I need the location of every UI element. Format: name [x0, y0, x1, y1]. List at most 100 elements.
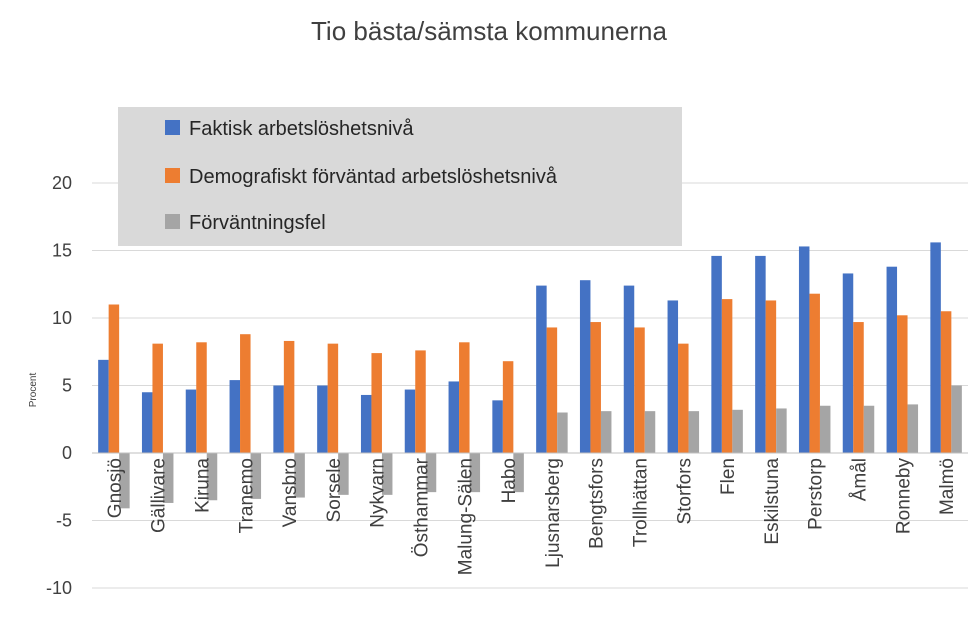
bar-3 — [338, 453, 349, 495]
category-label: Habo — [499, 458, 520, 503]
y-tick-label: 20 — [52, 173, 72, 193]
bar-1 — [448, 381, 460, 453]
bar-1 — [623, 285, 635, 453]
category-label: Gällivare — [149, 458, 170, 533]
bar-3 — [644, 411, 656, 453]
legend-label: Faktisk arbetslöshetsnivå — [189, 118, 414, 140]
bar-3 — [294, 453, 305, 498]
bar-3 — [250, 453, 262, 499]
bar-2 — [940, 311, 952, 453]
bar-3 — [557, 412, 568, 453]
bar-2 — [108, 304, 120, 453]
category-label: Flen — [718, 458, 739, 495]
bar-1 — [842, 273, 854, 453]
bar-2 — [196, 342, 207, 453]
bar-2 — [152, 343, 163, 453]
bar-3 — [863, 405, 875, 453]
bar-1 — [273, 385, 284, 453]
chart-title: Tio bästa/sämsta kommunerna — [311, 16, 668, 46]
category-label: Tranemo — [236, 458, 257, 533]
bar-3 — [776, 408, 787, 453]
bar-1 — [317, 385, 328, 453]
category-label: Nykvarn — [368, 458, 389, 528]
y-tick-label: -5 — [56, 511, 72, 531]
bar-2 — [897, 315, 908, 453]
bar-2 — [721, 299, 733, 453]
bar-3 — [819, 405, 831, 453]
bar-3 — [513, 453, 524, 493]
bar-3 — [951, 385, 962, 453]
x-axis-category-labels: Gnosjö Gällivare Kiruna Tranemo Vansbro Sorse… — [105, 457, 958, 575]
legend-label: Förväntningsfel — [189, 212, 326, 234]
category-label: Kiruna — [193, 458, 214, 513]
bar-1 — [536, 285, 547, 453]
bar-3 — [162, 453, 174, 503]
category-label: Trollhättan — [631, 458, 652, 547]
bar-2 — [809, 293, 820, 453]
category-label: Gnosjö — [105, 458, 126, 518]
bar-1 — [404, 389, 416, 453]
category-label: Malung-Sälen — [455, 458, 476, 575]
bar-3 — [119, 453, 130, 509]
bar-1 — [711, 255, 722, 453]
legend-label: Demografiskt förväntad arbetslöshetsnivå — [189, 166, 558, 188]
category-label: Storfors — [674, 458, 695, 525]
category-label: Bengtsfors — [587, 458, 608, 549]
legend: Faktisk arbetslöshetsnivå Demografiskt fö… — [118, 107, 682, 246]
bar-3 — [688, 411, 700, 453]
bar-1 — [229, 380, 241, 453]
bar-1 — [98, 359, 109, 453]
category-label: Malmö — [937, 458, 958, 515]
bar-2 — [502, 361, 514, 453]
y-tick-label: 15 — [52, 241, 72, 261]
y-tick-label: -10 — [46, 578, 72, 598]
bar-1 — [798, 246, 810, 453]
bar-2 — [371, 353, 382, 453]
legend-swatch — [165, 214, 180, 229]
bar-1 — [360, 394, 372, 453]
legend-background — [118, 107, 682, 246]
category-label: Vansbro — [280, 458, 301, 527]
bar-1 — [930, 242, 941, 453]
bar-1 — [492, 400, 503, 453]
bar-1 — [667, 300, 679, 453]
category-label: Ronneby — [893, 458, 914, 535]
bar-3 — [381, 453, 393, 495]
bar-2 — [765, 300, 777, 453]
category-label: Ljusnarsberg — [543, 458, 564, 568]
legend-swatch — [165, 120, 180, 135]
y-axis-title: Procent — [28, 373, 39, 408]
bar-2 — [853, 322, 864, 453]
y-tick-label: 5 — [62, 376, 72, 396]
bar-2 — [546, 327, 558, 453]
bar-1 — [886, 266, 898, 453]
category-label: Östhammar — [412, 457, 433, 557]
bar-2 — [415, 350, 426, 453]
category-label: Eskilstuna — [762, 458, 783, 545]
bar-3 — [469, 453, 481, 493]
bar-2 — [634, 327, 645, 453]
category-label: Sorsele — [324, 458, 345, 522]
bar-2 — [283, 340, 295, 453]
bar-3 — [732, 409, 743, 453]
bar-3 — [206, 453, 218, 501]
bar-1 — [755, 255, 766, 453]
bar-3 — [600, 411, 612, 453]
bar-1 — [185, 389, 197, 453]
bar-2 — [459, 342, 470, 453]
y-tick-label: 10 — [52, 308, 72, 328]
bar-3 — [425, 453, 437, 493]
category-label: Perstorp — [806, 458, 827, 530]
bar-1 — [141, 392, 153, 453]
legend-swatch — [165, 168, 180, 183]
bar-2 — [678, 343, 689, 453]
bar-3 — [907, 404, 919, 453]
bars — [98, 242, 962, 509]
bar-1 — [579, 280, 591, 453]
y-tick-label: 0 — [62, 443, 72, 463]
bar-2 — [327, 343, 339, 453]
y-axis-ticks: -10 -5 0 5 10 15 20 — [46, 173, 72, 598]
category-label: Åmål — [850, 458, 871, 501]
